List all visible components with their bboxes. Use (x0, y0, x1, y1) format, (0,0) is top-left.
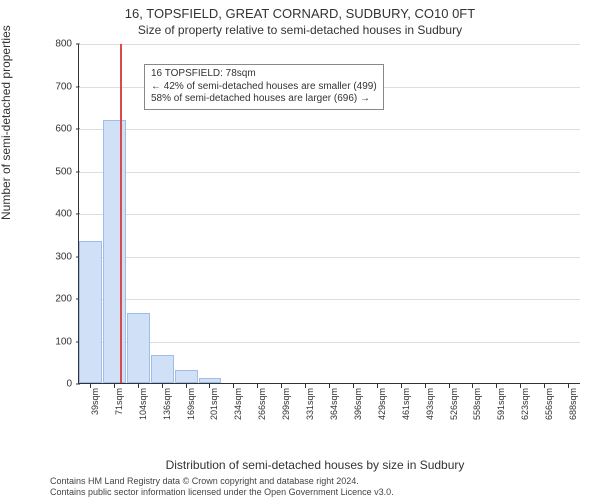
footer-line-2: Contains public sector information licen… (50, 487, 580, 498)
gridline (79, 257, 580, 258)
x-tick-label: 623sqm (520, 388, 530, 420)
y-tick-label: 300 (55, 251, 72, 262)
y-tick-label: 0 (66, 379, 72, 390)
histogram-bar (151, 355, 174, 383)
x-tick-mark (520, 384, 521, 388)
x-tick-label: 266sqm (257, 388, 267, 420)
x-tick-label: 396sqm (353, 388, 363, 420)
property-marker (120, 44, 122, 383)
info-line-3: 58% of semi-detached houses are larger (… (151, 93, 377, 106)
histogram-bar (79, 241, 102, 383)
chart-area: 0100200300400500600700800 16 TOPSFIELD: … (50, 44, 580, 424)
x-tick-label: 104sqm (138, 388, 148, 420)
y-tick-label: 400 (55, 209, 72, 220)
y-tick-label: 100 (55, 336, 72, 347)
y-ticks: 0100200300400500600700800 (50, 44, 74, 384)
y-tick-label: 700 (55, 81, 72, 92)
y-tick-label: 800 (55, 39, 72, 50)
footer-line-1: Contains HM Land Registry data © Crown c… (50, 476, 580, 487)
x-tick-label: 591sqm (496, 388, 506, 420)
x-tick-mark (281, 384, 282, 388)
x-tick-label: 331sqm (305, 388, 315, 420)
x-tick-mark (90, 384, 91, 388)
info-line-1: 16 TOPSFIELD: 78sqm (151, 68, 377, 81)
histogram-bar (199, 378, 222, 383)
x-tick-mark (496, 384, 497, 388)
x-tick-label: 136sqm (162, 388, 172, 420)
x-tick-mark (377, 384, 378, 388)
x-tick-label: 688sqm (568, 388, 578, 420)
x-tick-label: 169sqm (186, 388, 196, 420)
gridline (79, 214, 580, 215)
x-tick-mark (305, 384, 306, 388)
x-tick-label: 364sqm (329, 388, 339, 420)
x-tick-mark (209, 384, 210, 388)
info-box: 16 TOPSFIELD: 78sqm ← 42% of semi-detach… (144, 64, 384, 110)
x-tick-label: 656sqm (544, 388, 554, 420)
x-tick-mark (138, 384, 139, 388)
chart-subtitle: Size of property relative to semi-detach… (0, 21, 600, 41)
x-tick-mark (568, 384, 569, 388)
x-tick-mark (353, 384, 354, 388)
x-tick-label: 234sqm (233, 388, 243, 420)
y-tick-label: 600 (55, 124, 72, 135)
x-tick-mark (114, 384, 115, 388)
footer: Contains HM Land Registry data © Crown c… (50, 476, 580, 498)
x-tick-label: 71sqm (114, 388, 124, 415)
histogram-bar (175, 370, 198, 383)
x-tick-mark (401, 384, 402, 388)
x-tick-label: 558sqm (472, 388, 482, 420)
info-line-2: ← 42% of semi-detached houses are smalle… (151, 81, 377, 94)
x-tick-label: 493sqm (425, 388, 435, 420)
x-tick-label: 299sqm (281, 388, 291, 420)
chart-container: 16, TOPSFIELD, GREAT CORNARD, SUDBURY, C… (0, 0, 600, 500)
histogram-bar (103, 120, 126, 384)
x-tick-label: 526sqm (449, 388, 459, 420)
y-tick-label: 200 (55, 294, 72, 305)
x-tick-mark (472, 384, 473, 388)
x-tick-mark (162, 384, 163, 388)
histogram-bar (127, 313, 150, 383)
x-tick-mark (329, 384, 330, 388)
x-tick-mark (449, 384, 450, 388)
x-tick-mark (186, 384, 187, 388)
plot-area: 16 TOPSFIELD: 78sqm ← 42% of semi-detach… (78, 44, 580, 384)
x-tick-label: 461sqm (401, 388, 411, 420)
gridline (79, 172, 580, 173)
y-axis-label: Number of semi-detached properties (0, 25, 13, 220)
gridline (79, 299, 580, 300)
x-tick-mark (425, 384, 426, 388)
gridline (79, 342, 580, 343)
x-ticks: 39sqm 71sqm 104sqm 136sqm 169sqm 201sqm 234sqm… (78, 384, 580, 424)
x-tick-mark (257, 384, 258, 388)
chart-title: 16, TOPSFIELD, GREAT CORNARD, SUDBURY, C… (0, 0, 600, 21)
gridline (79, 129, 580, 130)
x-tick-label: 429sqm (377, 388, 387, 420)
x-tick-label: 201sqm (209, 388, 219, 420)
gridline (79, 44, 580, 45)
x-tick-label: 39sqm (90, 388, 100, 415)
x-tick-mark (233, 384, 234, 388)
x-axis-label: Distribution of semi-detached houses by … (50, 458, 580, 472)
y-tick-label: 500 (55, 166, 72, 177)
x-tick-mark (544, 384, 545, 388)
